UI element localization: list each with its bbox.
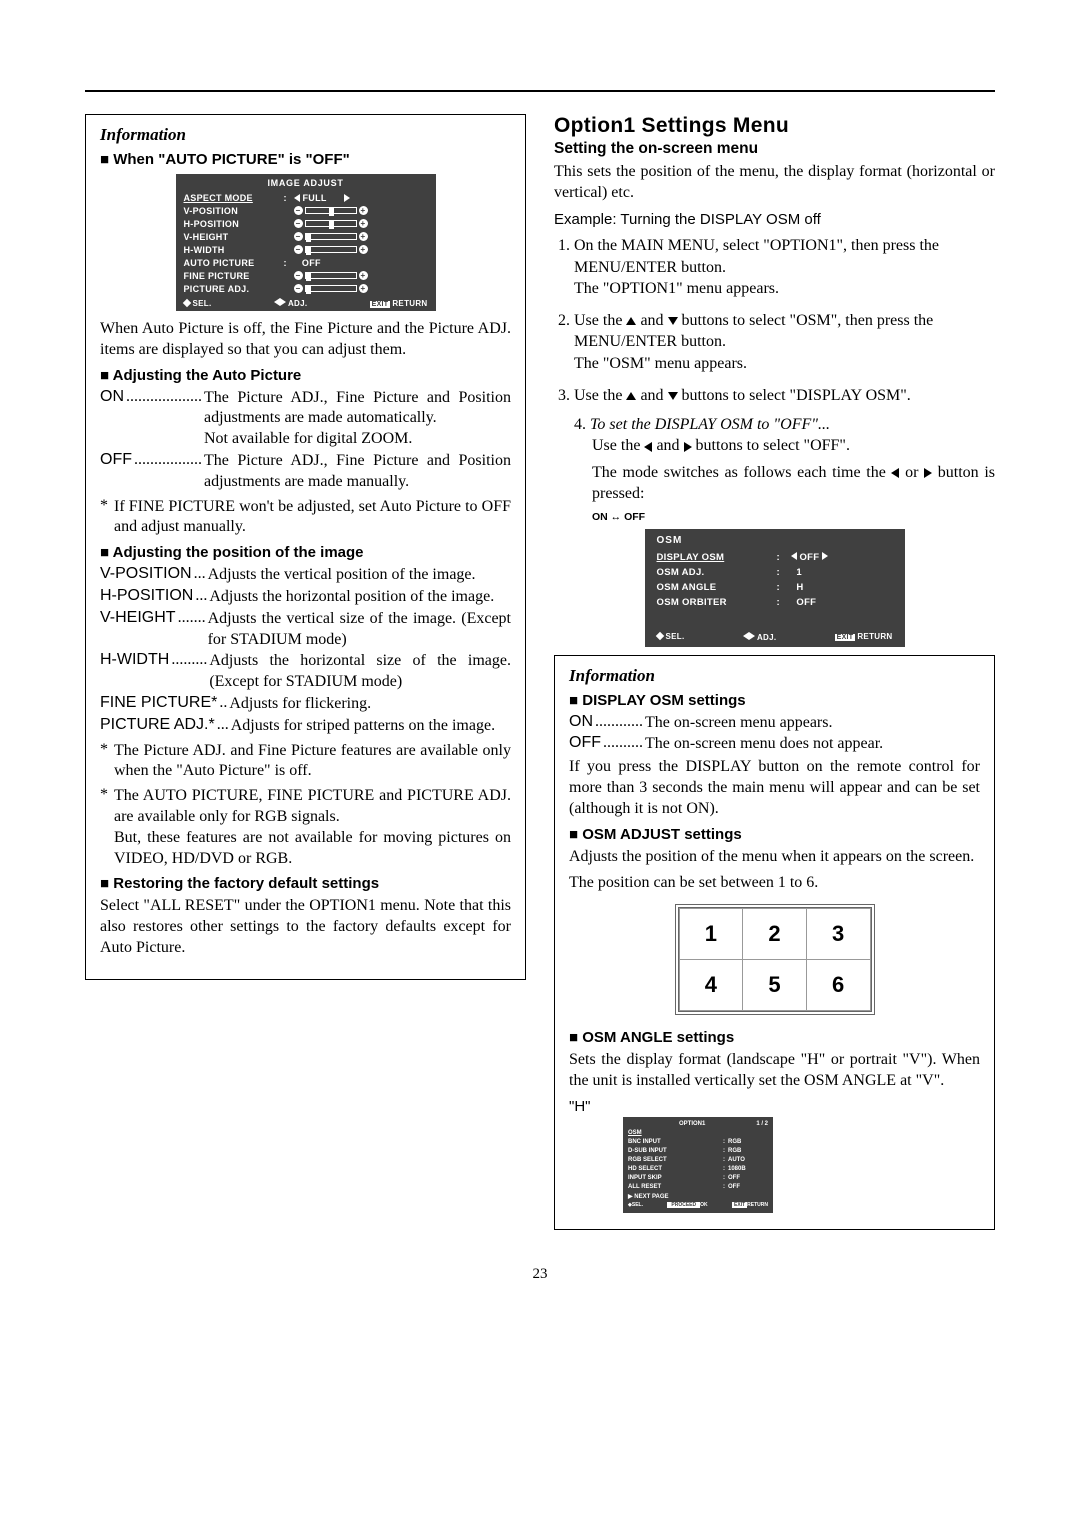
- display-osm-settings-heading: DISPLAY OSM settings: [569, 692, 980, 709]
- grid-cell-3: 3: [806, 909, 870, 960]
- information-header-right: Information: [569, 666, 980, 686]
- note-1: The Picture ADJ. and Fine Picture featur…: [114, 741, 511, 783]
- info-box-right: Information DISPLAY OSM settings ON ....…: [554, 655, 995, 1230]
- osm-adjust-p1: Adjusts the position of the menu when it…: [569, 847, 980, 868]
- grid-cell-1: 1: [679, 909, 743, 960]
- osd-image-adjust: IMAGE ADJUST ASPECT MODE: FULL V-POSITIO…: [176, 174, 436, 311]
- right-column: Option1 Settings Menu Setting the on-scr…: [554, 114, 995, 1244]
- page-number: 23: [85, 1266, 995, 1283]
- adjusting-auto-picture-heading: Adjusting the Auto Picture: [100, 367, 511, 384]
- option1-settings-menu-heading: Option1 Settings Menu: [554, 114, 995, 138]
- osm-angle-settings-heading: OSM ANGLE settings: [569, 1029, 980, 1046]
- grid-cell-2: 2: [743, 909, 807, 960]
- when-auto-picture-off-heading: When "AUTO PICTURE" is "OFF": [100, 151, 511, 168]
- grid-cell-4: 4: [679, 960, 743, 1011]
- osd-option1-tiny: OPTION11 / 2 OSMBNC INPUT:RGBD-SUB INPUT…: [623, 1117, 773, 1213]
- grid-cell-6: 6: [806, 960, 870, 1011]
- position-grid: 1 2 3 4 5 6: [675, 904, 875, 1015]
- h-label: "H": [569, 1098, 980, 1115]
- off-definition: The Picture ADJ., Fine Picture and Posit…: [204, 451, 511, 493]
- osm-adjust-settings-heading: OSM ADJUST settings: [569, 826, 980, 843]
- auto-picture-off-paragraph: When Auto Picture is off, the Fine Pictu…: [100, 319, 511, 361]
- on-off-toggle: ON ↔ OFF: [592, 511, 995, 523]
- osd-title: IMAGE ADJUST: [184, 178, 428, 188]
- info-box-left: Information When "AUTO PICTURE" is "OFF"…: [85, 114, 526, 980]
- left-column: Information When "AUTO PICTURE" is "OFF"…: [85, 114, 526, 1244]
- restoring-defaults-paragraph: Select "ALL RESET" under the OPTION1 men…: [100, 896, 511, 958]
- fine-picture-note: If FINE PICTURE won't be adjusted, set A…: [114, 497, 511, 539]
- step4-lead: To set the DISPLAY OSM to "OFF"...: [590, 416, 830, 434]
- adjusting-position-heading: Adjusting the position of the image: [100, 544, 511, 561]
- example-line: Example: Turning the DISPLAY OSM off: [554, 210, 995, 230]
- information-header: Information: [100, 125, 511, 145]
- osm-angle-paragraph: Sets the display format (landscape "H" o…: [569, 1050, 980, 1092]
- on-term: ON: [100, 388, 124, 450]
- intro-paragraph: This sets the position of the menu, the …: [554, 162, 995, 204]
- steps-list: On the MAIN MENU, select "OPTION1", then…: [554, 235, 995, 406]
- on-definition: The Picture ADJ., Fine Picture and Posit…: [204, 388, 511, 450]
- display-osm-paragraph: If you press the DISPLAY button on the r…: [569, 757, 980, 819]
- osd-osm: OSM DISPLAY OSM: OFF OSM ADJ.: 1OSM ANGL…: [645, 529, 905, 647]
- osm-adjust-p2: The position can be set between 1 to 6.: [569, 873, 980, 894]
- osd-footer: SEL. ADJ. EXITRETURN: [184, 298, 428, 308]
- step4-line-b: The mode switches as follows each time t…: [592, 463, 995, 505]
- note-2: The AUTO PICTURE, FINE PICTURE and PICTU…: [114, 786, 511, 869]
- off-term: OFF: [100, 451, 132, 493]
- osd-osm-title: OSM: [657, 535, 893, 546]
- osd-osm-footer: SEL. ADJ. EXITRETURN: [657, 632, 893, 642]
- step4-line-a: Use the and buttons to select "OFF".: [592, 436, 995, 457]
- setting-onscreen-menu-heading: Setting the on-screen menu: [554, 140, 995, 158]
- restoring-defaults-heading: Restoring the factory default settings: [100, 875, 511, 892]
- grid-cell-5: 5: [743, 960, 807, 1011]
